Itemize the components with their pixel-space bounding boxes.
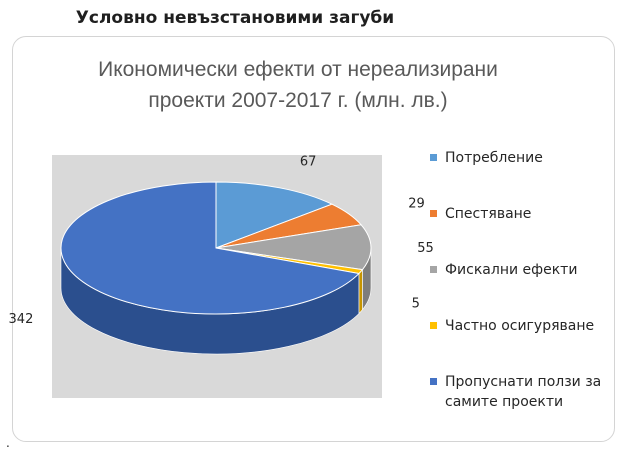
data-label-5: 342 bbox=[9, 312, 34, 327]
chart-title-line-2: проекти 2007-2017 г. (млн. лв.) bbox=[148, 89, 448, 112]
legend-label-5-line-1: Пропуснати ползи за bbox=[445, 374, 602, 390]
page-heading: Условно невъзстановими загуби bbox=[75, 8, 395, 28]
legend-swatch-4 bbox=[430, 322, 437, 329]
legend-label-3-line-1: Фискални ефекти bbox=[445, 262, 578, 278]
data-label-3: 55 bbox=[417, 241, 434, 256]
pie-top-faces bbox=[60, 181, 372, 315]
legend-label-2-line-1: Спестяване bbox=[445, 206, 532, 222]
pie-slice-3 bbox=[215, 224, 372, 271]
legend-label-3: Фискални ефекти bbox=[445, 260, 625, 280]
legend-label-5: Пропуснати ползи за самите проекти bbox=[445, 372, 625, 412]
data-label-1: 67 bbox=[300, 155, 317, 170]
pie-slice-1 bbox=[215, 181, 334, 249]
legend-swatch-5 bbox=[430, 378, 437, 385]
chart-title-line-1: Икономически ефекти от нереализирани bbox=[98, 58, 498, 81]
legend-swatch-1 bbox=[430, 154, 437, 161]
pie-slice-side-4 bbox=[358, 268, 363, 315]
legend-label-2: Спестяване bbox=[445, 204, 625, 224]
legend-label-4: Частно осигуряване bbox=[445, 316, 625, 336]
legend-label-4-line-1: Частно осигуряване bbox=[445, 318, 595, 334]
chart-title: Икономически ефекти от нереализирани про… bbox=[18, 54, 578, 116]
data-label-2: 29 bbox=[408, 197, 425, 212]
pie-slice-5 bbox=[60, 181, 360, 315]
legend-label-1-line-1: Потребление bbox=[445, 150, 543, 166]
footnote-dot: . bbox=[6, 436, 10, 450]
data-label-4: 5 bbox=[412, 297, 420, 312]
legend-swatch-2 bbox=[430, 210, 437, 217]
legend-swatch-3 bbox=[430, 266, 437, 273]
legend-label-5-line-2: самите проекти bbox=[445, 394, 564, 410]
legend-label-1: Потребление bbox=[445, 148, 625, 168]
